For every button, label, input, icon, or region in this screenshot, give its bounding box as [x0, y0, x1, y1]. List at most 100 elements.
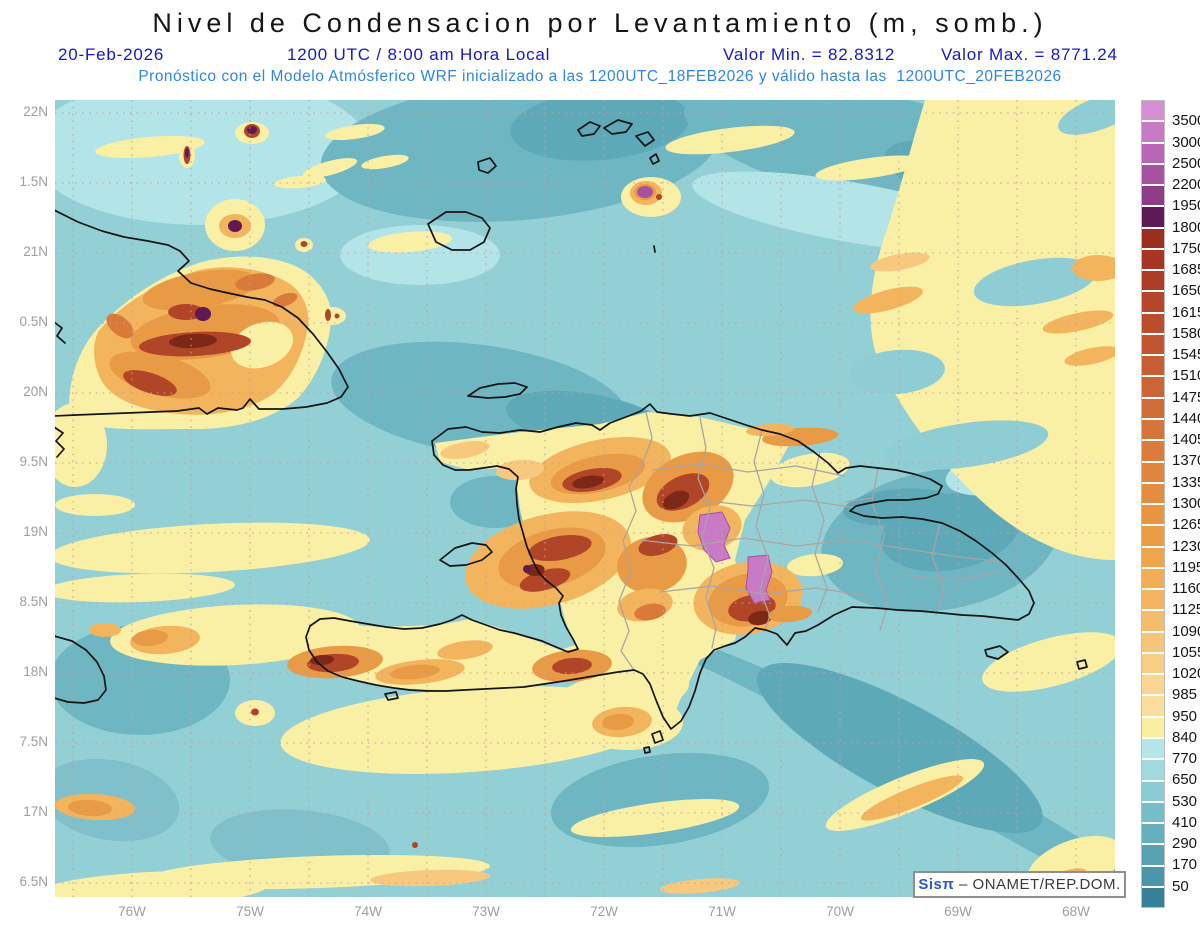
purple-spot-turks [637, 186, 653, 198]
colorbar-segment [1142, 675, 1164, 695]
lat-tick-label: 18N [23, 664, 48, 679]
forecast-model-line: Pronóstico con el Modelo Atmósferico WRF… [138, 68, 1062, 85]
lat-tick-label: 21N [23, 244, 48, 259]
tortuga-island [467, 382, 528, 399]
alto-velo-island [643, 746, 651, 754]
lat-tick-label: 20N [23, 384, 48, 399]
colorbar-tick-label: 290 [1172, 835, 1198, 853]
colorbar-tick-label: 1090 [1172, 622, 1200, 640]
colorbar-segment [1142, 228, 1164, 248]
colorbar-segment [1142, 377, 1164, 397]
saona-island [984, 645, 1009, 660]
caicos-island-1 [577, 121, 601, 137]
turks-island [649, 153, 660, 165]
colorbar-tick-label: 1545 [1172, 346, 1200, 364]
colorbar-segment [1142, 122, 1164, 142]
colorbar-tick-label: 650 [1172, 771, 1198, 789]
colorbar-segment [1142, 717, 1164, 737]
valid-time-label: 1200 UTC / 8:00 am Hora Local [287, 45, 551, 64]
contour-fill-layer [55, 100, 1115, 897]
colorbar-segment [1142, 738, 1164, 759]
colorbar [1141, 100, 1165, 908]
colorbar-tick-label: 1265 [1172, 516, 1200, 534]
colorbar-segment [1142, 568, 1164, 589]
colorbar-tick-label: 1125 [1172, 601, 1200, 619]
border-layer [55, 119, 1088, 754]
colorbar-segment [1142, 696, 1164, 716]
colorbar-segment [1142, 186, 1164, 206]
colorbar-segment [1142, 292, 1164, 312]
colorbar-segment [1142, 462, 1164, 482]
caicos-island-3 [635, 131, 655, 147]
magenta-blob-2 [745, 554, 773, 604]
jamaica-coastline [55, 635, 107, 704]
colorbar-segment [1142, 398, 1164, 418]
lon-tick-label: 68W [1062, 904, 1090, 919]
lat-tick-label: 6.5N [19, 874, 48, 889]
colorbar-segment [1142, 334, 1164, 355]
lat-tick-label: 9.5N [19, 454, 48, 469]
colorbar-tick-label: 1950 [1172, 197, 1200, 215]
colorbar-segment [1142, 760, 1164, 780]
colorbar-tick-label: 1650 [1172, 282, 1200, 300]
coast-fragment-1 [55, 321, 66, 344]
lon-tick-label: 72W [590, 904, 618, 919]
colorbar-segment [1142, 207, 1164, 227]
colorbar-segment [1142, 866, 1164, 886]
colorbar-tick-label: 1195 [1172, 558, 1200, 576]
colorbar-tick-label: 1160 [1172, 580, 1200, 598]
colorbar-segment [1142, 781, 1164, 801]
colorbar-segment [1142, 483, 1164, 504]
colorbar-segment [1142, 547, 1164, 567]
colorbar-tick-label: 1750 [1172, 239, 1200, 257]
colorbar-tick-label: 530 [1172, 792, 1198, 810]
mona-island [1076, 659, 1088, 670]
colorbar-tick-label: 1055 [1172, 643, 1200, 661]
colorbar-segment [1142, 441, 1164, 461]
min-value-label: Valor Min. = 82.8312 [723, 45, 896, 64]
colorbar-tick-label: 1300 [1172, 495, 1200, 512]
gonave-island [439, 542, 493, 567]
colorbar-tick-label: 770 [1172, 750, 1198, 768]
colorbar-tick-label: 840 [1172, 728, 1198, 746]
lat-tick-label: 22N [23, 104, 48, 119]
colorbar-segment [1142, 824, 1164, 844]
lon-tick-label: 70W [826, 904, 854, 919]
colorbar-segment [1142, 271, 1164, 291]
lon-tick-label: 69W [944, 904, 972, 919]
hispaniola-coastline [305, 403, 1035, 730]
colorbar-tick-label: 170 [1172, 856, 1198, 874]
colorbar-tick-label: 3500 [1172, 112, 1200, 130]
colorbar-tick-label: 950 [1172, 707, 1198, 725]
colorbar-segment [1142, 249, 1164, 270]
colorbar-tick-label: 1685 [1172, 261, 1200, 279]
page-title: Nivel de Condensacion por Levantamiento … [152, 8, 1048, 38]
colorbar-tick-label: 2500 [1172, 154, 1200, 172]
colorbar-segment [1142, 802, 1164, 823]
lon-tick-label: 75W [236, 904, 264, 919]
colorbar-tick-label: 1405 [1172, 431, 1200, 449]
colorbar-segment [1142, 590, 1164, 610]
colorbar-segment [1142, 526, 1164, 546]
haiti-dr-border [618, 411, 653, 671]
cuba-coastline [55, 209, 349, 417]
colorbar-tick-label: 985 [1172, 686, 1198, 704]
colorbar-tick-label: 1580 [1172, 324, 1200, 342]
colorbar-tick-label: 1510 [1172, 367, 1200, 385]
watermark: Sisπ – ONAMET/REP.DOM. [913, 871, 1126, 898]
colorbar-segment [1142, 356, 1164, 376]
lon-tick-label: 73W [472, 904, 500, 919]
beata-island [651, 730, 664, 744]
colorbar-segment [1142, 611, 1164, 631]
little-inagua-island [477, 157, 497, 174]
lon-tick-label: 76W [118, 904, 146, 919]
watermark-attribution: – ONAMET/REP.DOM. [954, 876, 1121, 893]
colorbar-tick-label: 1370 [1172, 452, 1200, 470]
colorbar-segment [1142, 505, 1164, 525]
lat-tick-label: 0.5N [19, 314, 48, 329]
colorbar-segment [1142, 845, 1164, 865]
colorbar-tick-label: 50 [1172, 877, 1189, 895]
colorbar-tick-label: 2200 [1172, 176, 1200, 194]
colorbar-tick-label: 1440 [1172, 409, 1200, 427]
